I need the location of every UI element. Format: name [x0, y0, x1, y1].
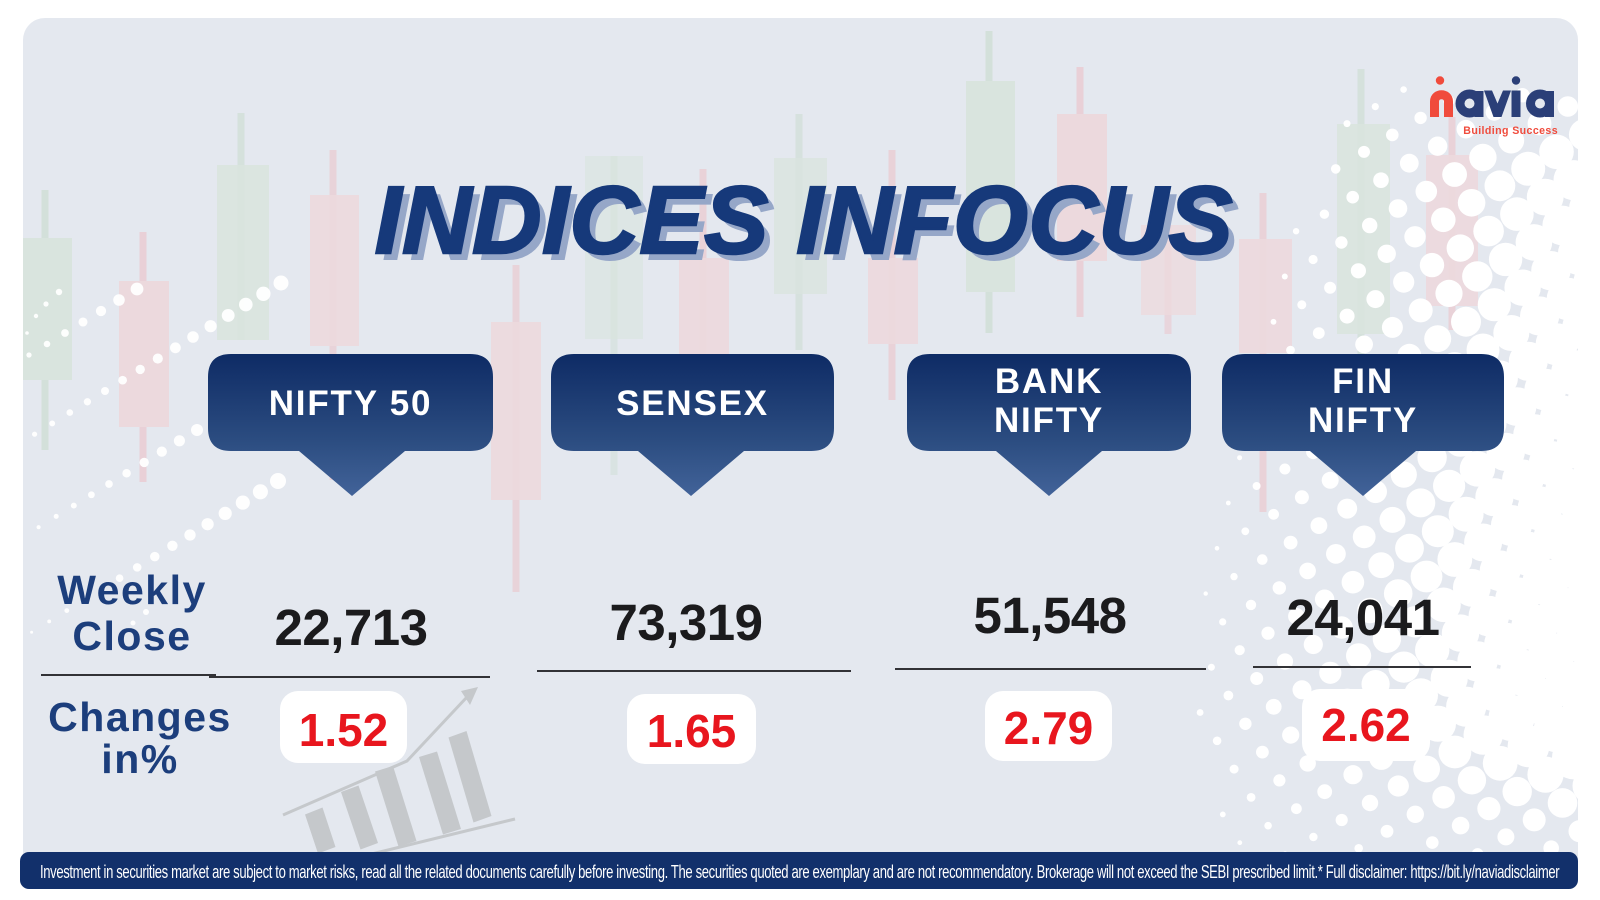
svg-text:Building Success: Building Success [1463, 125, 1558, 137]
